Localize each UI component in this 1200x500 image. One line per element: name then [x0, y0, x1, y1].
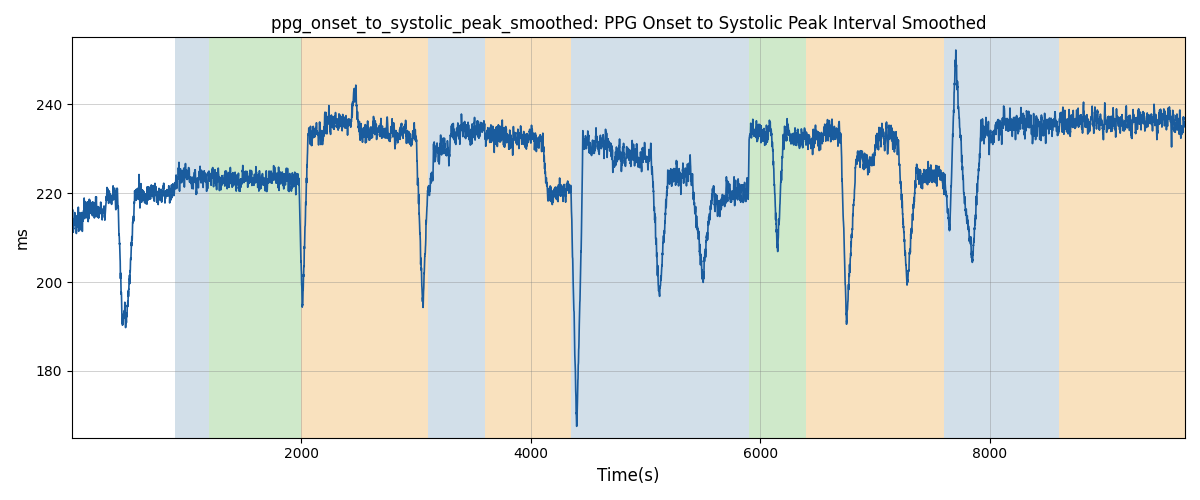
Bar [1058, 38, 1186, 438]
Bar [806, 38, 944, 438]
Bar [210, 38, 301, 438]
Bar [301, 38, 427, 438]
Bar [749, 38, 806, 438]
Bar [485, 38, 571, 438]
X-axis label: Time(s): Time(s) [598, 467, 660, 485]
Bar [175, 38, 210, 438]
Bar [427, 38, 485, 438]
Bar [714, 38, 749, 438]
Title: ppg_onset_to_systolic_peak_smoothed: PPG Onset to Systolic Peak Interval Smoothe: ppg_onset_to_systolic_peak_smoothed: PPG… [271, 15, 986, 34]
Bar [944, 38, 1058, 438]
Y-axis label: ms: ms [14, 226, 30, 249]
Bar [571, 38, 714, 438]
